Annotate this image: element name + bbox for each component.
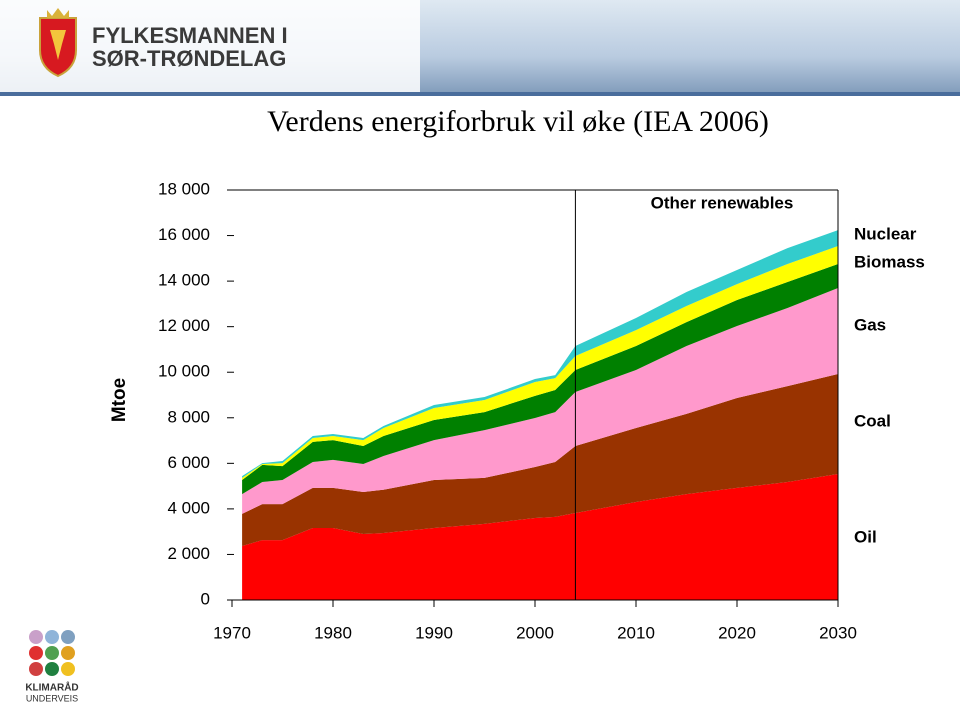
x-tick-label: 2020 — [718, 623, 756, 642]
area — [242, 374, 839, 547]
y-tick-label: 16 000 — [158, 225, 210, 244]
logo-dot — [61, 662, 75, 676]
area — [242, 287, 839, 514]
logo-dot — [45, 646, 59, 660]
legend-label: Other renewables — [651, 193, 794, 212]
chart-title: Verdens energiforbruk vil øke (IEA 2006) — [267, 105, 769, 138]
plot: Oil Coal Gas Biomass Nuclear Other renewables… — [158, 179, 925, 642]
y-tick-label: 0 — [201, 589, 210, 608]
logo-dot — [45, 662, 59, 676]
x-tick-label: 2030 — [819, 623, 857, 642]
y-tick-label: 4 000 — [167, 498, 210, 517]
x-tick-label: 2010 — [617, 623, 655, 642]
x-tick-label: 1970 — [213, 623, 251, 642]
logo-dot — [29, 662, 43, 676]
y-tick-label: 18 000 — [158, 179, 210, 198]
header-rule — [0, 92, 960, 96]
area — [242, 230, 839, 478]
y-tick-label: 12 000 — [158, 316, 210, 335]
legend-label: Oil — [854, 527, 877, 546]
logo-dot — [29, 630, 43, 644]
y-tick-label: 8 000 — [167, 407, 210, 426]
legend-label: Nuclear — [854, 224, 917, 243]
logo-dot — [45, 630, 59, 644]
area — [242, 474, 839, 600]
legend-label: Coal — [854, 411, 891, 430]
area — [242, 246, 839, 480]
legend-label: Gas — [854, 315, 886, 334]
y-axis-label: Mtoe — [109, 378, 130, 422]
crown — [47, 8, 69, 18]
logo-line1: KLIMARÅD — [25, 681, 78, 694]
logo-dot — [29, 646, 43, 660]
y-tick-label: 14 000 — [158, 271, 210, 290]
x-tick-label: 2000 — [516, 623, 554, 642]
lion — [50, 30, 66, 60]
x-tick-label: 1980 — [314, 623, 352, 642]
org-line2: SØR-TRØNDELAG — [92, 46, 286, 71]
area — [242, 264, 839, 495]
legend-label: Biomass — [854, 252, 925, 271]
logo-dot — [61, 646, 75, 660]
logo-line2: UNDERVEIS — [26, 693, 78, 703]
logo-dot — [61, 630, 75, 644]
x-tick-label: 1990 — [415, 623, 453, 642]
footer-logo: KLIMARÅD UNDERVEIS — [25, 630, 79, 703]
org-line1: FYLKESMANNEN I — [92, 23, 288, 48]
y-tick-label: 10 000 — [158, 362, 210, 381]
y-tick-label: 6 000 — [167, 453, 210, 472]
y-tick-label: 2 000 — [167, 544, 210, 563]
header: FYLKESMANNEN I SØR-TRØNDELAG — [0, 0, 960, 96]
